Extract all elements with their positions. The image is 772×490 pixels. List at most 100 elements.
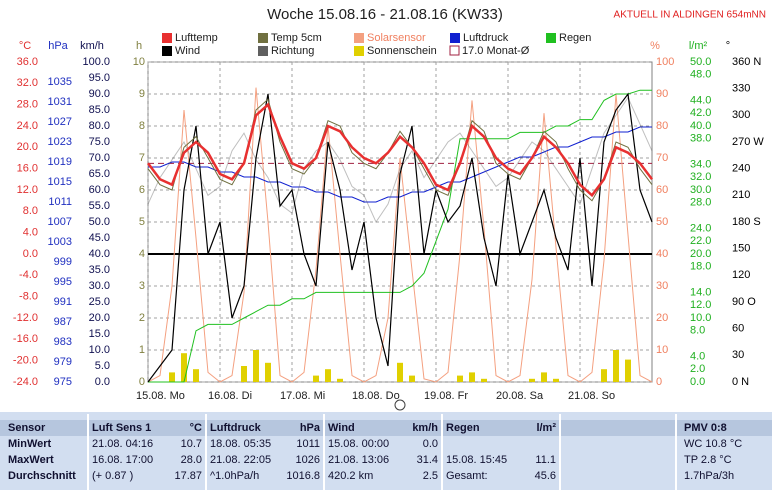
panel-title: Luft Sens 1	[92, 422, 151, 434]
y-tick-label: 987	[54, 316, 72, 328]
bar	[457, 375, 463, 382]
y-tick-label: 40.0	[690, 120, 711, 132]
y-tick-label: 30.0	[89, 280, 110, 292]
axis-title: %	[650, 40, 660, 52]
panel-unit: km/h	[412, 422, 438, 434]
legend-swatch	[162, 33, 172, 43]
bar	[469, 372, 475, 382]
y-tick-label: 22.0	[690, 235, 711, 247]
y-tick-label: 40.0	[89, 248, 110, 260]
series-line	[147, 96, 653, 224]
bar	[409, 375, 415, 382]
axis-title: °C	[19, 40, 31, 52]
cell-value: 28.0	[181, 454, 202, 466]
y-tick-label: 75.0	[89, 136, 110, 148]
bar	[253, 350, 259, 382]
row-label: MaxWert	[8, 454, 54, 466]
y-tick-label: 8.0	[23, 205, 38, 217]
y-tick-label: 0.0	[690, 376, 705, 388]
y-tick-label: 1027	[48, 116, 72, 128]
pmv-line: 1.7hPa/3h	[684, 470, 734, 482]
pmv-title: PMV 0:8	[684, 422, 727, 434]
y-tick-label: 28.0	[17, 99, 38, 111]
panel-title: Luftdruck	[210, 422, 262, 434]
cell-text: 16.08. 17:00	[92, 454, 153, 466]
y-tick-label: 65.0	[89, 168, 110, 180]
y-tick-label: 1035	[48, 76, 72, 88]
y-tick-label: 10.0	[89, 344, 110, 356]
bar	[337, 378, 343, 382]
y-tick-label: 24.0	[17, 120, 38, 132]
axis-title: l/m²	[689, 40, 708, 52]
cell-value: 1026	[296, 454, 320, 466]
bar	[181, 353, 187, 382]
y-tick-label: -16.0	[13, 333, 38, 345]
y-tick-label: -12.0	[13, 312, 38, 324]
y-tick-label: 8.0	[690, 325, 705, 337]
cell-text: (+ 0.87 )	[92, 470, 133, 482]
axis-title: hPa	[48, 40, 68, 52]
y-tick-label: 40	[656, 248, 668, 260]
legend-label: Luftdruck	[463, 32, 509, 44]
y-tick-label: 999	[54, 256, 72, 268]
y-tick-label: 2.0	[690, 363, 705, 375]
series-line	[148, 89, 652, 383]
y-tick-label: 60.0	[89, 184, 110, 196]
cell-value: 11.1	[535, 454, 556, 466]
y-tick-label: 90.0	[89, 88, 110, 100]
bar	[397, 362, 403, 382]
y-tick-label: 95.0	[89, 72, 110, 84]
y-tick-label: 975	[54, 376, 72, 388]
y-tick-label: 16.0	[17, 163, 38, 175]
y-tick-label: 20.0	[690, 248, 711, 260]
panel-title: Regen	[446, 422, 480, 434]
legend-swatch	[258, 46, 268, 56]
series-line	[148, 126, 652, 203]
legend-label: Solarsensor	[367, 32, 426, 44]
y-tick-label: 270 W	[732, 136, 764, 148]
cell-value: 1011	[296, 438, 320, 450]
y-tick-label: 14.0	[690, 286, 711, 298]
y-tick-label: 983	[54, 336, 72, 348]
legend-label: Richtung	[271, 45, 314, 57]
cell-value: 1016.8	[286, 470, 320, 482]
y-tick-label: 20.0	[89, 312, 110, 324]
y-tick-label: 85.0	[89, 104, 110, 116]
y-tick-label: 1019	[48, 156, 72, 168]
series-line	[147, 98, 653, 202]
y-tick-label: 44.0	[690, 94, 711, 106]
y-tick-label: 5.0	[95, 360, 110, 372]
y-tick-label: 1011	[48, 196, 72, 208]
cell-value: 10.7	[181, 438, 202, 450]
y-tick-label: -24.0	[13, 376, 38, 388]
legend-swatch	[449, 45, 460, 56]
legend-label: Sonnenschein	[367, 45, 437, 57]
x-tick-label: 20.08. Sa	[496, 390, 544, 402]
y-tick-label: -4.0	[19, 269, 38, 281]
series-line	[147, 87, 653, 383]
panel-unit: hPa	[300, 422, 321, 434]
cell-value: 31.4	[417, 454, 438, 466]
y-tick-label: 9	[139, 88, 145, 100]
chart-subtitle: AKTUELL IN ALDINGEN 654mNN	[614, 10, 766, 21]
legend-swatch	[258, 33, 268, 43]
series-line	[147, 102, 653, 198]
legend-label: 17.0 Monat-Ø	[462, 45, 530, 57]
y-tick-label: 0	[656, 376, 662, 388]
bar	[529, 378, 535, 382]
bar	[613, 350, 619, 382]
y-tick-label: 1003	[48, 236, 72, 248]
legend-swatch	[162, 46, 172, 56]
y-tick-label: 50.0	[89, 216, 110, 228]
y-tick-label: 1007	[48, 216, 72, 228]
x-tick-label: 16.08. Di	[208, 390, 252, 402]
bar	[481, 378, 487, 382]
pmv-line: WC 10.8 °C	[684, 438, 742, 450]
y-tick-label: 34.0	[690, 158, 711, 170]
y-tick-label: 6	[139, 184, 145, 196]
y-tick-label: 10	[133, 56, 145, 68]
bar	[541, 372, 547, 382]
y-tick-label: 4.0	[690, 350, 705, 362]
x-tick-label: 19.08. Fr	[424, 390, 468, 402]
